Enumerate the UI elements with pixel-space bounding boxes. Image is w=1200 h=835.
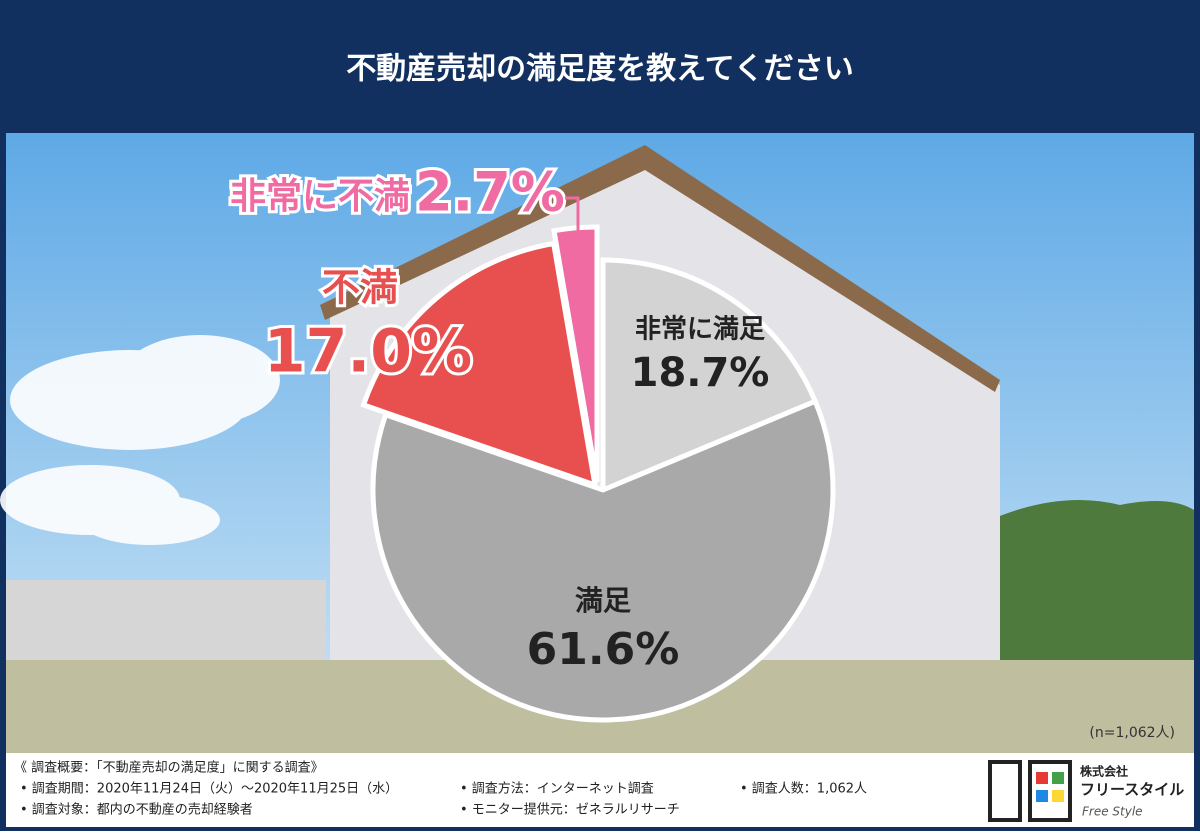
footer-item: • 調査期間：2020年11月24日（火）～2020年11月25日（水） bbox=[20, 782, 398, 797]
pie-slice bbox=[370, 398, 836, 723]
buildings bbox=[6, 580, 326, 660]
slice-category: 満足 bbox=[575, 584, 631, 617]
footer-item: • 調査対象：都内の不動産の売却経験者 bbox=[20, 802, 253, 818]
hill bbox=[990, 500, 1194, 700]
footer-bg bbox=[6, 753, 1194, 827]
footer-heading: 《 調査概要：「不動産売却の満足度」に関する調査》 bbox=[14, 760, 324, 776]
footer-item: • モニター提供元：ゼネラルリサーチ bbox=[460, 802, 680, 818]
slice-value: 17.0% bbox=[264, 317, 472, 387]
pie-slice bbox=[360, 240, 599, 489]
pie-slice bbox=[551, 224, 600, 483]
logo-mark bbox=[988, 760, 1072, 822]
logo-text: Free Style bbox=[1082, 805, 1143, 819]
footer-item: • 調査人数：1,062人 bbox=[740, 782, 867, 797]
pie-slice bbox=[600, 257, 819, 494]
footer-item: • 調査方法：インターネット調査 bbox=[460, 781, 654, 797]
slice-category: 非常に満足 bbox=[635, 315, 765, 345]
logo-text: フリースタイル bbox=[1080, 781, 1184, 799]
chart-title: 不動産売却の満足度を教えてください bbox=[346, 52, 854, 87]
leader-line bbox=[565, 196, 585, 251]
clouds bbox=[0, 335, 280, 545]
slice-value: 2.7% bbox=[415, 161, 565, 224]
slice-category: 不満 bbox=[322, 266, 398, 310]
sample-note: (n=1,062人) bbox=[1089, 725, 1175, 741]
slice-value: 18.7% bbox=[631, 350, 770, 396]
slice-category: 非常に不満 bbox=[230, 176, 410, 217]
slice-value: 61.6% bbox=[527, 624, 680, 675]
logo-text: 株式会社 bbox=[1080, 764, 1128, 779]
